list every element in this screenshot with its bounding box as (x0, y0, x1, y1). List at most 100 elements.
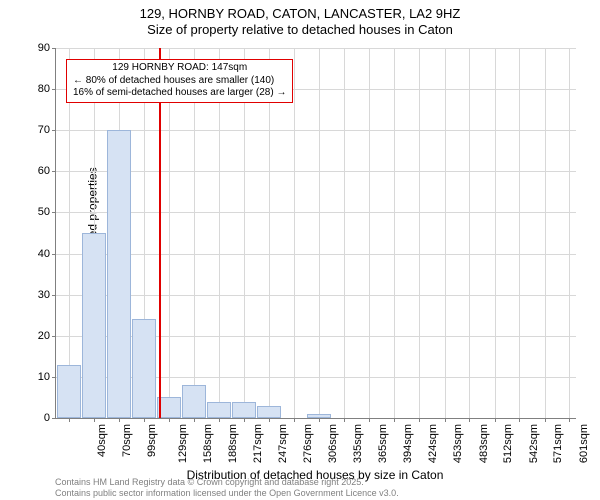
xtick-mark (519, 418, 520, 422)
ytick-label: 10 (38, 371, 50, 383)
xtick-label: 453sqm (452, 424, 464, 463)
xtick-label: 394sqm (402, 424, 414, 463)
attribution: Contains HM Land Registry data © Crown c… (55, 477, 399, 498)
xtick-label: 306sqm (328, 424, 340, 463)
callout-line-2: ← 80% of detached houses are smaller (14… (73, 75, 286, 88)
gridline-v (194, 48, 195, 418)
ytick-label: 0 (44, 412, 50, 424)
xtick-label: 276sqm (302, 424, 314, 463)
marker-line (159, 48, 161, 418)
bar (207, 402, 231, 418)
gridline-v (519, 48, 520, 418)
ytick-mark (52, 336, 56, 337)
gridline-v (294, 48, 295, 418)
attribution-line-2: Contains public sector information licen… (55, 488, 399, 498)
xtick-mark (194, 418, 195, 422)
callout-line-1: 129 HORNBY ROAD: 147sqm (73, 62, 286, 75)
plot-area: 010203040506070809040sqm70sqm99sqm129sqm… (55, 48, 576, 419)
xtick-mark (94, 418, 95, 422)
xtick-mark (469, 418, 470, 422)
xtick-label: 129sqm (177, 424, 189, 463)
ytick-label: 30 (38, 289, 50, 301)
xtick-label: 40sqm (96, 424, 108, 457)
ytick-label: 60 (38, 165, 50, 177)
gridline-v (319, 48, 320, 418)
gridline-v (244, 48, 245, 418)
xtick-label: 99sqm (146, 424, 158, 457)
xtick-mark (319, 418, 320, 422)
xtick-label: 217sqm (252, 424, 264, 463)
ytick-mark (52, 48, 56, 49)
figure: 129, HORNBY ROAD, CATON, LANCASTER, LA2 … (0, 0, 600, 500)
title-line-1: 129, HORNBY ROAD, CATON, LANCASTER, LA2 … (0, 6, 600, 21)
gridline-v (419, 48, 420, 418)
xtick-mark (344, 418, 345, 422)
gridline-h (56, 48, 576, 49)
gridline-v (495, 48, 496, 418)
ytick-label: 20 (38, 330, 50, 342)
gridline-v (269, 48, 270, 418)
bar (132, 319, 156, 418)
xtick-label: 365sqm (378, 424, 390, 463)
gridline-h (56, 254, 576, 255)
ytick-label: 40 (38, 248, 50, 260)
ytick-label: 90 (38, 42, 50, 54)
bar (57, 365, 81, 418)
xtick-mark (244, 418, 245, 422)
ytick-label: 80 (38, 83, 50, 95)
ytick-mark (52, 254, 56, 255)
xtick-label: 335sqm (352, 424, 364, 463)
xtick-label: 188sqm (227, 424, 239, 463)
ytick-mark (52, 130, 56, 131)
ytick-label: 50 (38, 206, 50, 218)
bar (82, 233, 106, 418)
ytick-mark (52, 171, 56, 172)
title-line-2: Size of property relative to detached ho… (0, 22, 600, 37)
gridline-v (369, 48, 370, 418)
callout-line-3: 16% of semi-detached houses are larger (… (73, 87, 286, 100)
xtick-mark (394, 418, 395, 422)
ytick-mark (52, 89, 56, 90)
xtick-mark (169, 418, 170, 422)
xtick-mark (69, 418, 70, 422)
bar (257, 406, 281, 418)
xtick-mark (545, 418, 546, 422)
xtick-label: 542sqm (528, 424, 540, 463)
gridline-v (219, 48, 220, 418)
xtick-label: 512sqm (502, 424, 514, 463)
xtick-mark (419, 418, 420, 422)
xtick-mark (119, 418, 120, 422)
xtick-label: 247sqm (277, 424, 289, 463)
ytick-label: 70 (38, 124, 50, 136)
ytick-mark (52, 212, 56, 213)
gridline-v (545, 48, 546, 418)
gridline-h (56, 212, 576, 213)
attribution-line-1: Contains HM Land Registry data © Crown c… (55, 477, 399, 487)
ytick-mark (52, 377, 56, 378)
gridline-v (469, 48, 470, 418)
gridline-v (394, 48, 395, 418)
xtick-label: 158sqm (202, 424, 214, 463)
xtick-mark (294, 418, 295, 422)
ytick-mark (52, 295, 56, 296)
xtick-label: 70sqm (121, 424, 133, 457)
xtick-mark (144, 418, 145, 422)
xtick-label: 424sqm (428, 424, 440, 463)
gridline-v (69, 48, 70, 418)
xtick-label: 571sqm (552, 424, 564, 463)
gridline-v (344, 48, 345, 418)
ytick-mark (52, 418, 56, 419)
xtick-mark (269, 418, 270, 422)
gridline-h (56, 171, 576, 172)
xtick-mark (569, 418, 570, 422)
bar (232, 402, 256, 418)
bar (107, 130, 131, 418)
xtick-mark (495, 418, 496, 422)
gridline-v (445, 48, 446, 418)
bar (182, 385, 206, 418)
gridline-v (569, 48, 570, 418)
gridline-h (56, 295, 576, 296)
xtick-mark (445, 418, 446, 422)
xtick-label: 483sqm (478, 424, 490, 463)
xtick-mark (369, 418, 370, 422)
